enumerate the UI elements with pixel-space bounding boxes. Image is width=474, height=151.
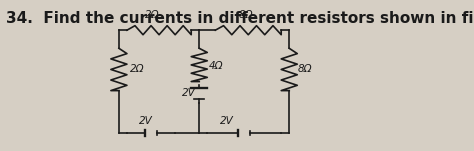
Text: 2V: 2V (182, 88, 195, 98)
Text: 4Ω: 4Ω (209, 61, 223, 71)
Text: 8Ω: 8Ω (297, 64, 312, 74)
Text: 2V: 2V (139, 116, 153, 126)
Text: 2V: 2V (219, 116, 234, 126)
Text: 2Ω: 2Ω (146, 10, 160, 20)
Text: 34.  Find the currents in different resistors shown in figure.: 34. Find the currents in different resis… (7, 11, 474, 26)
Text: 2Ω: 2Ω (130, 64, 145, 74)
Text: 8Ω: 8Ω (238, 10, 253, 20)
